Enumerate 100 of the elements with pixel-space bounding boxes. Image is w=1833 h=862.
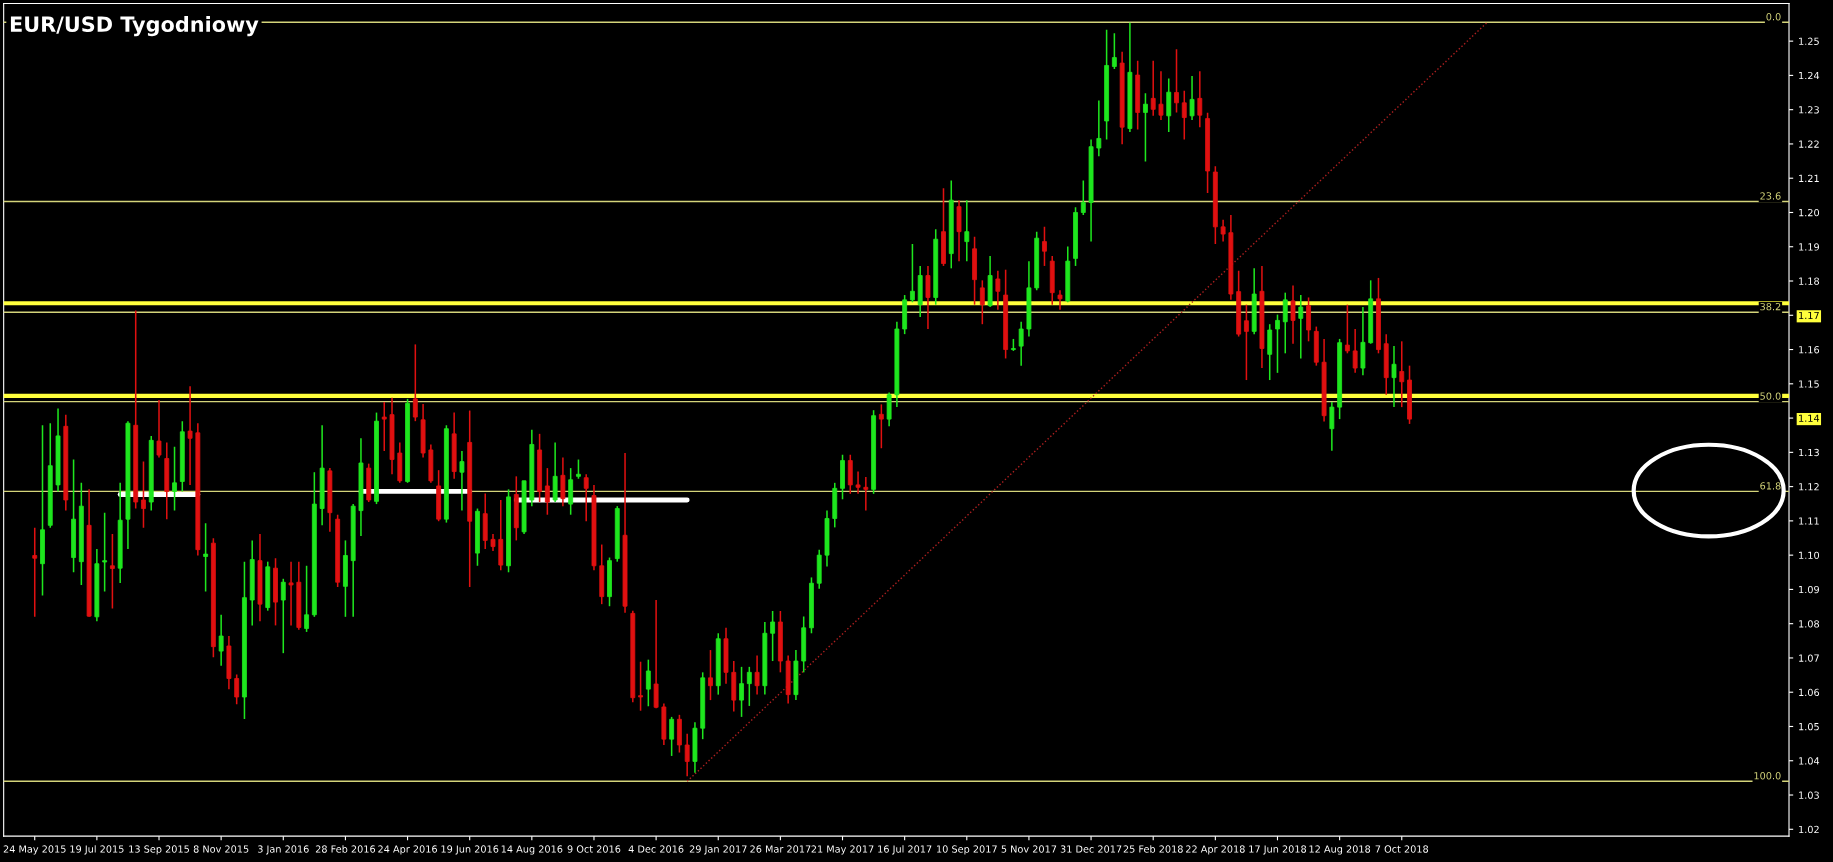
y-tick-label: 1.12 (1799, 483, 1819, 491)
x-tick-label: 14 Aug 2016 (501, 845, 563, 855)
candlestick (684, 732, 690, 777)
x-tick-label: 3 Jan 2016 (257, 845, 309, 855)
annotation: 50.0 (1760, 392, 1781, 400)
x-tick-label: 25 Feb 2018 (1123, 845, 1183, 853)
y-tick-label: 1.25 (1799, 37, 1819, 45)
annotation: 0.0 (1766, 13, 1781, 21)
y-tick-label: 1.23 (1799, 106, 1819, 114)
y-tick-label: 1.14 (1799, 414, 1820, 422)
y-tick-label: 1.13 (1799, 448, 1819, 457)
candlestick (218, 614, 224, 667)
candlestick (156, 399, 162, 459)
candlestick (1298, 294, 1304, 360)
candlestick (739, 666, 744, 718)
y-tick-label: 1.07 (1799, 654, 1819, 662)
candlestick (412, 343, 418, 422)
candlestick (1391, 345, 1397, 408)
y-tick-label: 1.18 (1799, 277, 1820, 285)
candlestick (141, 460, 146, 529)
candlestick (669, 716, 675, 757)
candlestick (280, 578, 286, 654)
y-tick-label: 1.21 (1799, 174, 1819, 182)
candlestick (1181, 90, 1187, 141)
y-tick-label: 1.22 (1799, 140, 1819, 148)
candlestick (1399, 340, 1405, 408)
candlestick (203, 522, 209, 593)
candlestick (459, 450, 465, 512)
candlestick (576, 458, 581, 480)
candlestick (995, 269, 1001, 311)
candlestick (583, 473, 589, 522)
y-tick-label: 1.09 (1799, 585, 1819, 594)
candlestick (544, 467, 550, 516)
candlestick (1143, 92, 1148, 163)
candlestick (964, 199, 970, 262)
x-tick-label: 19 Jun 2016 (441, 845, 499, 855)
candlestick (187, 385, 193, 486)
candlestick (109, 533, 115, 610)
candlestick (552, 441, 558, 503)
candlestick (638, 660, 643, 712)
candlestick (1018, 321, 1024, 367)
candlestick (925, 265, 931, 330)
candlestick (746, 666, 752, 707)
candlestick (1189, 75, 1195, 121)
x-tick-label: 31 Dec 2017 (1060, 845, 1122, 853)
candlestick (304, 565, 309, 633)
y-tick-label: 1.20 (1799, 208, 1820, 217)
annotation: 100.0 (1754, 772, 1781, 780)
candlestick (754, 654, 760, 696)
candlestick (381, 401, 387, 452)
y-tick-label: 1.05 (1799, 722, 1819, 731)
y-tick-label: 1.04 (1799, 757, 1820, 765)
candlestick (1275, 313, 1280, 374)
candlestick (102, 511, 108, 593)
y-tick-label: 1.10 (1799, 551, 1820, 559)
x-tick-label: 28 Feb 2016 (315, 845, 376, 853)
candlestick (653, 599, 659, 710)
y-tick-label: 1.11 (1799, 517, 1819, 525)
y-tick-label: 1.02 (1799, 825, 1819, 834)
candlestick (910, 243, 915, 304)
candlestick (863, 476, 869, 512)
y-tick-label: 1.24 (1799, 71, 1820, 80)
text: EUR/USD Tygodniowy (10, 15, 259, 37)
x-tick-label: 7 Oct 2018 (1375, 845, 1429, 853)
x-tick-label: 9 Oct 2016 (567, 845, 621, 853)
y-tick-label: 1.03 (1799, 791, 1819, 799)
candlestick (708, 649, 713, 701)
x-tick-label: 5 Nov 2017 (1001, 845, 1057, 853)
y-tick-label: 1.19 (1799, 243, 1819, 251)
y-tick-label: 1.08 (1799, 620, 1820, 628)
x-tick-label: 24 Apr 2016 (378, 845, 437, 855)
x-tick-label: 4 Dec 2016 (628, 845, 684, 853)
x-tick-label: 8 Nov 2015 (193, 845, 249, 853)
x-tick-label: 21 May 2017 (811, 845, 874, 855)
candlestick (1158, 70, 1164, 121)
candlestick (1150, 59, 1156, 117)
candlestick (770, 610, 776, 662)
candlestick (1244, 303, 1249, 381)
candlestick (1174, 48, 1179, 114)
candlestick (1197, 70, 1203, 128)
candlestick (32, 526, 38, 618)
candlestick (1080, 179, 1086, 216)
candlestick (172, 446, 177, 512)
candlestick (878, 403, 884, 450)
x-tick-label: 10 Sep 2017 (937, 845, 997, 855)
x-tick-label: 24 May 2015 (3, 845, 66, 855)
candlestick (560, 456, 566, 507)
y-tick-label: 1.17 (1799, 311, 1819, 319)
candlestick (1111, 32, 1117, 70)
candlestick (1042, 226, 1047, 267)
candlestick (1166, 77, 1172, 133)
x-tick-label: 16 Jul 2017 (878, 845, 932, 855)
y-tick-label: 1.06 (1799, 688, 1820, 697)
candlestick (1329, 401, 1335, 452)
annotation: 61.8 (1760, 482, 1781, 490)
x-tick-label: 26 Mar 2017 (750, 845, 811, 853)
candlestick (288, 560, 294, 627)
candlestick (234, 673, 240, 705)
candlestick (645, 658, 651, 708)
x-tick-label: 13 Sep 2015 (129, 845, 189, 855)
